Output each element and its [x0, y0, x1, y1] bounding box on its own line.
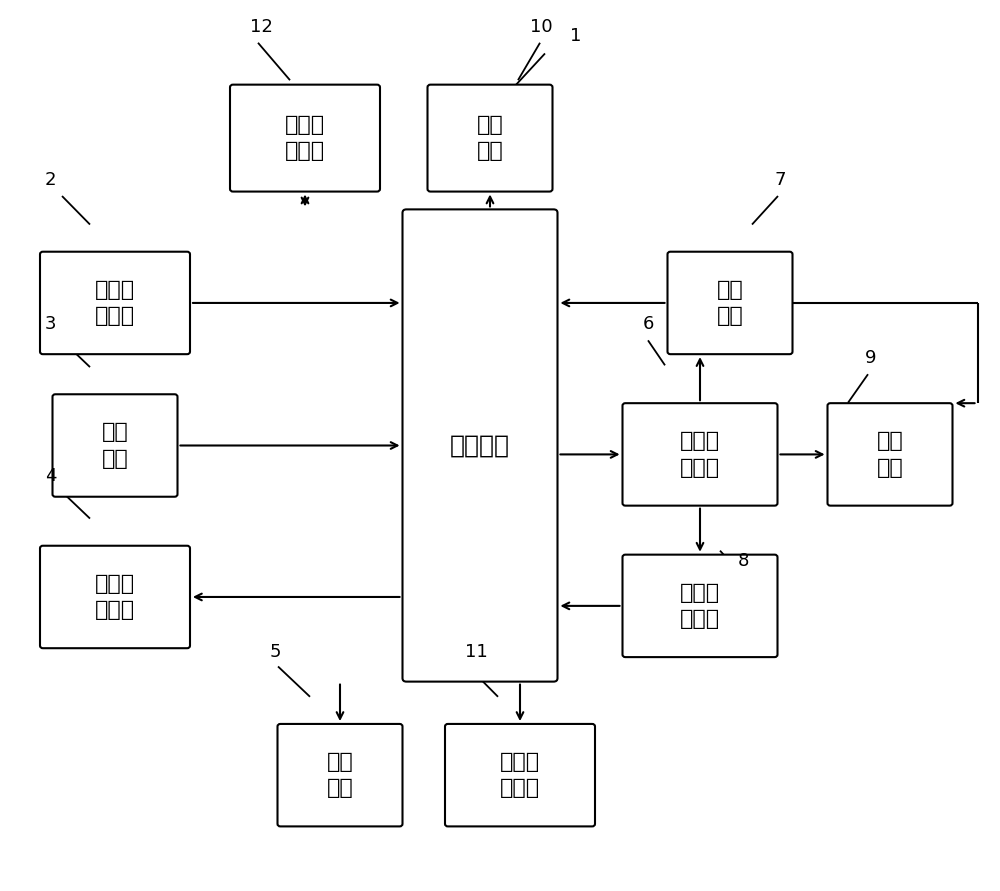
FancyBboxPatch shape [402, 209, 558, 682]
FancyBboxPatch shape [40, 252, 190, 354]
FancyBboxPatch shape [40, 545, 190, 649]
Text: 3: 3 [45, 315, 56, 333]
Text: 微处理器: 微处理器 [450, 434, 510, 457]
FancyBboxPatch shape [622, 403, 778, 506]
FancyBboxPatch shape [278, 723, 402, 827]
Text: 10: 10 [530, 18, 553, 36]
Text: 12: 12 [250, 18, 273, 36]
Text: 报警
模块: 报警 模块 [477, 115, 503, 161]
Text: 5: 5 [270, 643, 282, 661]
Text: 7: 7 [775, 171, 786, 189]
Text: 定位
模块: 定位 模块 [102, 422, 128, 469]
Text: 位姿检
测模块: 位姿检 测模块 [95, 280, 135, 326]
FancyBboxPatch shape [428, 85, 552, 192]
Text: 保护控
制模块: 保护控 制模块 [680, 431, 720, 478]
Text: 电压检
测模块: 电压检 测模块 [680, 583, 720, 629]
FancyBboxPatch shape [668, 252, 792, 354]
Text: 6: 6 [643, 315, 654, 333]
Text: 4: 4 [45, 467, 56, 485]
Text: 信息发
送模块: 信息发 送模块 [95, 574, 135, 620]
Text: 8: 8 [738, 552, 749, 570]
Text: 串口通
信模块: 串口通 信模块 [285, 115, 325, 161]
Text: 显示
模块: 显示 模块 [327, 752, 353, 798]
FancyBboxPatch shape [230, 85, 380, 192]
FancyBboxPatch shape [53, 394, 178, 497]
Text: 11: 11 [465, 643, 488, 661]
Text: 保护
装置: 保护 装置 [877, 431, 903, 478]
Text: 数据存
储模块: 数据存 储模块 [500, 752, 540, 798]
Text: 9: 9 [865, 349, 876, 367]
FancyBboxPatch shape [828, 403, 952, 506]
Text: 1: 1 [570, 27, 581, 45]
FancyBboxPatch shape [622, 554, 778, 658]
FancyBboxPatch shape [445, 723, 595, 827]
Text: 2: 2 [45, 171, 56, 189]
Text: 电源
模块: 电源 模块 [717, 280, 743, 326]
